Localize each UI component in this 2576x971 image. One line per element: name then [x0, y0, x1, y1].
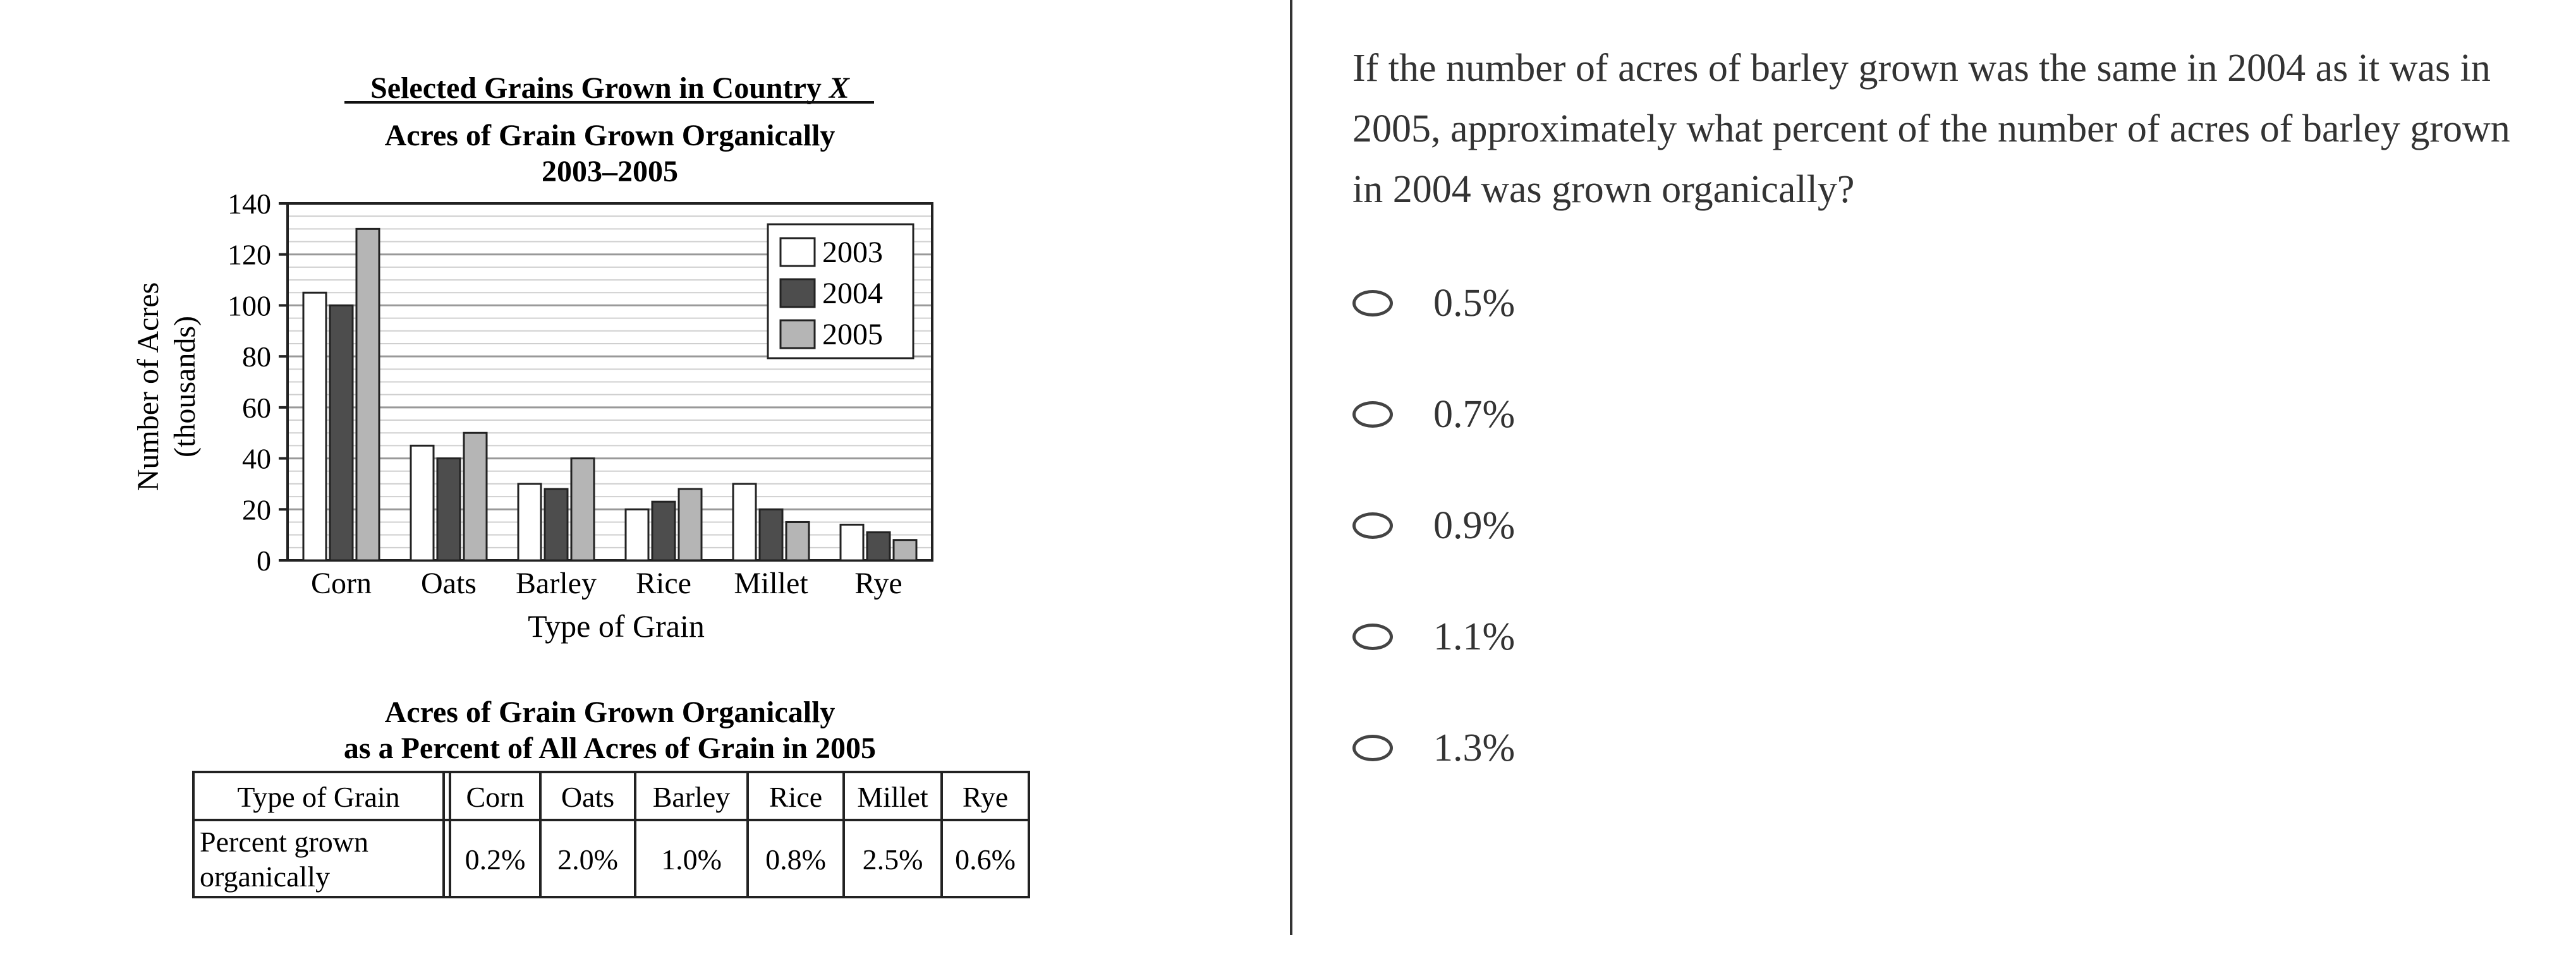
table-header-cell: Type of Grain — [237, 781, 399, 813]
table-header-cell: Rice — [769, 781, 822, 813]
question-panel: If the number of acres of barley grown w… — [1292, 0, 2576, 968]
x-tick-label: Millet — [734, 567, 808, 600]
radio-button[interactable] — [1352, 401, 1393, 428]
chart-subtitle: 2003–2005 — [542, 155, 678, 188]
legend-swatch-2003 — [779, 237, 816, 267]
y-axis-title-line2: (thousands) — [168, 316, 202, 457]
table-header-cell: Millet — [857, 781, 928, 813]
bar-rice-2005 — [677, 488, 703, 562]
answer-option[interactable]: 0.9% — [1352, 491, 1515, 602]
legend-label: 2005 — [822, 318, 883, 351]
table-row-label: Percent grown — [200, 826, 368, 858]
y-tick-label: 60 — [242, 392, 271, 424]
question-text: If the number of acres of barley grown w… — [1352, 47, 2510, 211]
answer-option-label: 1.1% — [1433, 615, 1516, 658]
table-value-cell: 0.2% — [465, 843, 526, 876]
x-tick-label: Barley — [516, 567, 597, 600]
table-value-cell: 2.0% — [557, 843, 618, 876]
bar-corn-2004 — [329, 304, 354, 562]
y-tick-label: 140 — [228, 188, 271, 220]
radio-button[interactable] — [1352, 624, 1393, 650]
plot-frame — [286, 202, 933, 562]
bar-chart: 0 20 40 60 80 100 120 140 Corn Oats Barley Rice Mill… — [228, 188, 933, 600]
figure-super-title: Selected Grains Grown in Country X — [370, 71, 850, 105]
table-title-line1: Acres of Grain Grown Organically — [385, 696, 835, 729]
table-header-cell: Oats — [561, 781, 614, 813]
legend-swatch-2005 — [779, 319, 816, 349]
bar-rye-2004 — [866, 531, 891, 562]
legend-swatch-2004 — [779, 278, 816, 308]
x-tick-label: Oats — [421, 567, 477, 600]
bar-corn-2005 — [355, 227, 380, 562]
panel-divider — [1290, 0, 1292, 935]
answer-option[interactable]: 0.7% — [1352, 380, 1515, 491]
x-tick-label: Rye — [854, 567, 902, 600]
y-axis-title: Number of Acres (thousands) — [131, 282, 202, 492]
bar-oats-2005 — [463, 431, 488, 562]
radio-button[interactable] — [1352, 735, 1393, 761]
bar-barley-2004 — [544, 488, 569, 562]
legend-label: 2004 — [822, 277, 883, 310]
table-header-cell: Barley — [653, 781, 731, 813]
figure-panel: Selected Grains Grown in Country X Acres… — [0, 0, 1289, 968]
x-tick-label: Corn — [311, 567, 372, 600]
answer-option-label: 1.3% — [1433, 727, 1516, 769]
answer-option[interactable]: 1.1% — [1352, 602, 1515, 713]
bar-oats-2003 — [410, 444, 435, 562]
y-tick-label: 100 — [228, 289, 271, 322]
answer-option-label: 0.7% — [1433, 393, 1516, 436]
y-tick-label: 80 — [242, 341, 271, 373]
answer-option-label: 0.9% — [1433, 504, 1516, 547]
answer-option[interactable]: 1.3% — [1352, 713, 1515, 824]
radio-button[interactable] — [1352, 290, 1393, 317]
table-value-cell: 0.6% — [955, 843, 1016, 876]
bar-rye-2003 — [839, 524, 865, 562]
table-header-cell: Rye — [963, 781, 1008, 813]
y-tick-label: 20 — [242, 493, 271, 526]
table-value-cell: 0.8% — [765, 843, 826, 876]
answer-options: 0.5% 0.7% 0.9% 1.1% 1.3% — [1352, 268, 1515, 824]
percent-table: Type of Grain Corn Oats Barley Rice Millet Rye… — [192, 771, 1030, 898]
answer-option-label: 0.5% — [1433, 282, 1516, 325]
legend-label: 2003 — [822, 236, 883, 269]
answer-option[interactable]: 0.5% — [1352, 268, 1515, 380]
bar-millet-2004 — [758, 508, 784, 562]
bar-rice-2003 — [624, 508, 650, 562]
bar-millet-2003 — [732, 483, 757, 562]
chart-title: Acres of Grain Grown Organically — [385, 119, 835, 152]
table-title-line2: as a Percent of All Acres of Grain in 20… — [344, 732, 876, 765]
x-axis-title: Type of Grain — [528, 608, 705, 644]
table-header-cell: Corn — [466, 781, 525, 813]
y-tick-label: 0 — [257, 545, 271, 577]
x-tick-label: Rice — [636, 567, 691, 600]
bar-millet-2005 — [785, 521, 810, 562]
table-row-label: organically — [200, 860, 330, 893]
bar-oats-2004 — [436, 457, 461, 562]
y-tick-label: 40 — [242, 443, 271, 475]
y-axis-title-line1: Number of Acres — [131, 282, 165, 492]
radio-button[interactable] — [1352, 512, 1393, 539]
bar-barley-2005 — [570, 457, 595, 562]
bar-rice-2004 — [651, 500, 676, 562]
table-value-cell: 1.0% — [661, 843, 722, 876]
table-border — [192, 771, 1030, 898]
bar-barley-2003 — [517, 483, 542, 562]
bar-rye-2005 — [892, 539, 918, 562]
y-tick-label: 120 — [228, 239, 271, 271]
figure-svg: Selected Grains Grown in Country X Acres… — [131, 71, 1030, 898]
table-value-cell: 2.5% — [863, 843, 923, 876]
bar-corn-2003 — [302, 291, 327, 562]
